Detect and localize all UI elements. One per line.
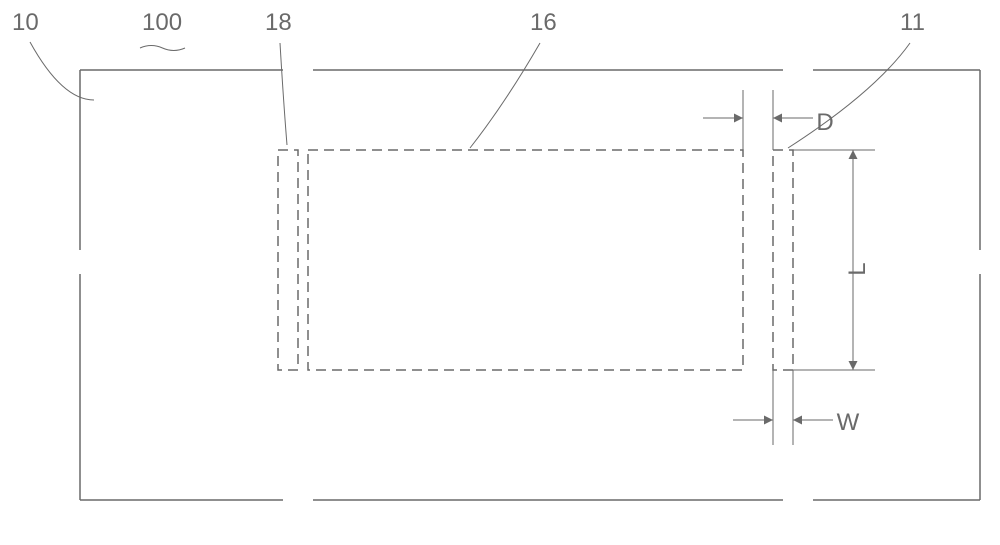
figure-ref: 100 xyxy=(142,9,182,36)
callout-11: 11 xyxy=(900,9,925,36)
dim-L-label: L xyxy=(844,262,871,275)
callout-10: 10 xyxy=(12,9,39,36)
left-slot-18 xyxy=(278,150,298,370)
callout-16: 16 xyxy=(530,9,557,36)
callout-18: 18 xyxy=(265,9,292,36)
right-slot-11 xyxy=(773,150,793,370)
dim-W-label: W xyxy=(837,409,860,436)
dim-D-label: D xyxy=(816,109,833,136)
tilde-icon xyxy=(140,46,185,51)
diagram-canvas: 100 10 18 16 11 D L W xyxy=(0,0,1000,545)
inner-region-16 xyxy=(308,150,743,370)
